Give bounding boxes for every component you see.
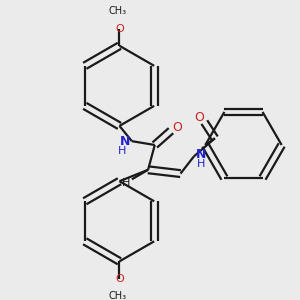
Text: O: O (115, 24, 124, 34)
Text: O: O (115, 274, 124, 284)
Text: H: H (118, 146, 127, 156)
Text: H: H (122, 178, 130, 188)
Text: N: N (196, 148, 206, 161)
Text: O: O (172, 121, 182, 134)
Text: O: O (195, 111, 205, 124)
Text: CH₃: CH₃ (109, 6, 127, 16)
Text: CH₃: CH₃ (109, 291, 127, 300)
Text: H: H (197, 159, 206, 169)
Text: N: N (120, 135, 130, 148)
